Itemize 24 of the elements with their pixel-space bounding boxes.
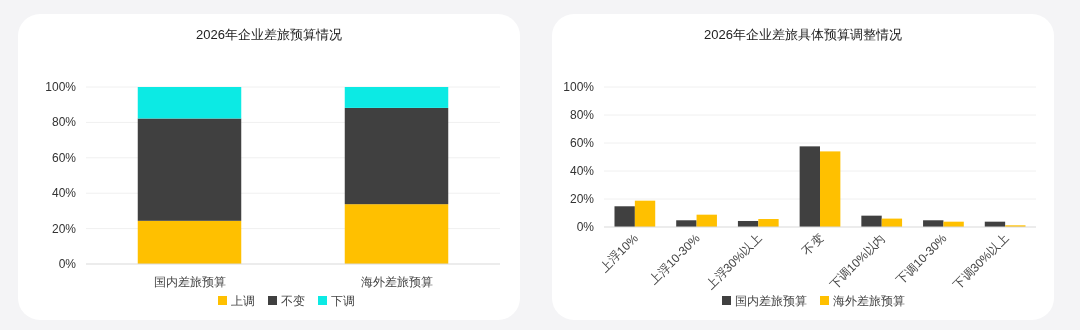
legend-label: 不变 [281, 294, 305, 308]
y-tick-label: 80% [569, 108, 595, 122]
y-tick-label: 20% [569, 192, 595, 206]
x-tick-label: 不变 [799, 231, 827, 259]
legend-label: 上调 [231, 294, 255, 308]
x-tick-label: 海外差旅预算 [360, 275, 433, 289]
y-tick-label: 40% [51, 186, 77, 201]
legend-label: 国内差旅预算 [735, 294, 807, 308]
x-tick-label: 上浮10% [597, 231, 642, 276]
y-tick-label: 0% [576, 220, 595, 234]
y-tick-label: 0% [58, 257, 77, 271]
x-tick-label: 下调10%以内 [827, 231, 888, 293]
chart-title: 2026年企业差旅具体预算调整情况 [704, 27, 902, 42]
y-tick-label: 40% [569, 164, 595, 178]
legend-label: 海外差旅预算 [833, 294, 905, 308]
y-tick-label: 60% [569, 136, 595, 150]
y-tick-label: 60% [51, 150, 77, 165]
y-tick-label: 100% [563, 80, 595, 94]
y-tick-label: 100% [45, 80, 77, 94]
y-tick-label: 20% [51, 221, 77, 236]
x-tick-label: 国内差旅预算 [153, 275, 226, 289]
legend-label: 下调 [331, 294, 355, 308]
chart-title: 2026年企业差旅预算情况 [196, 27, 342, 42]
y-tick-label: 80% [51, 115, 77, 130]
